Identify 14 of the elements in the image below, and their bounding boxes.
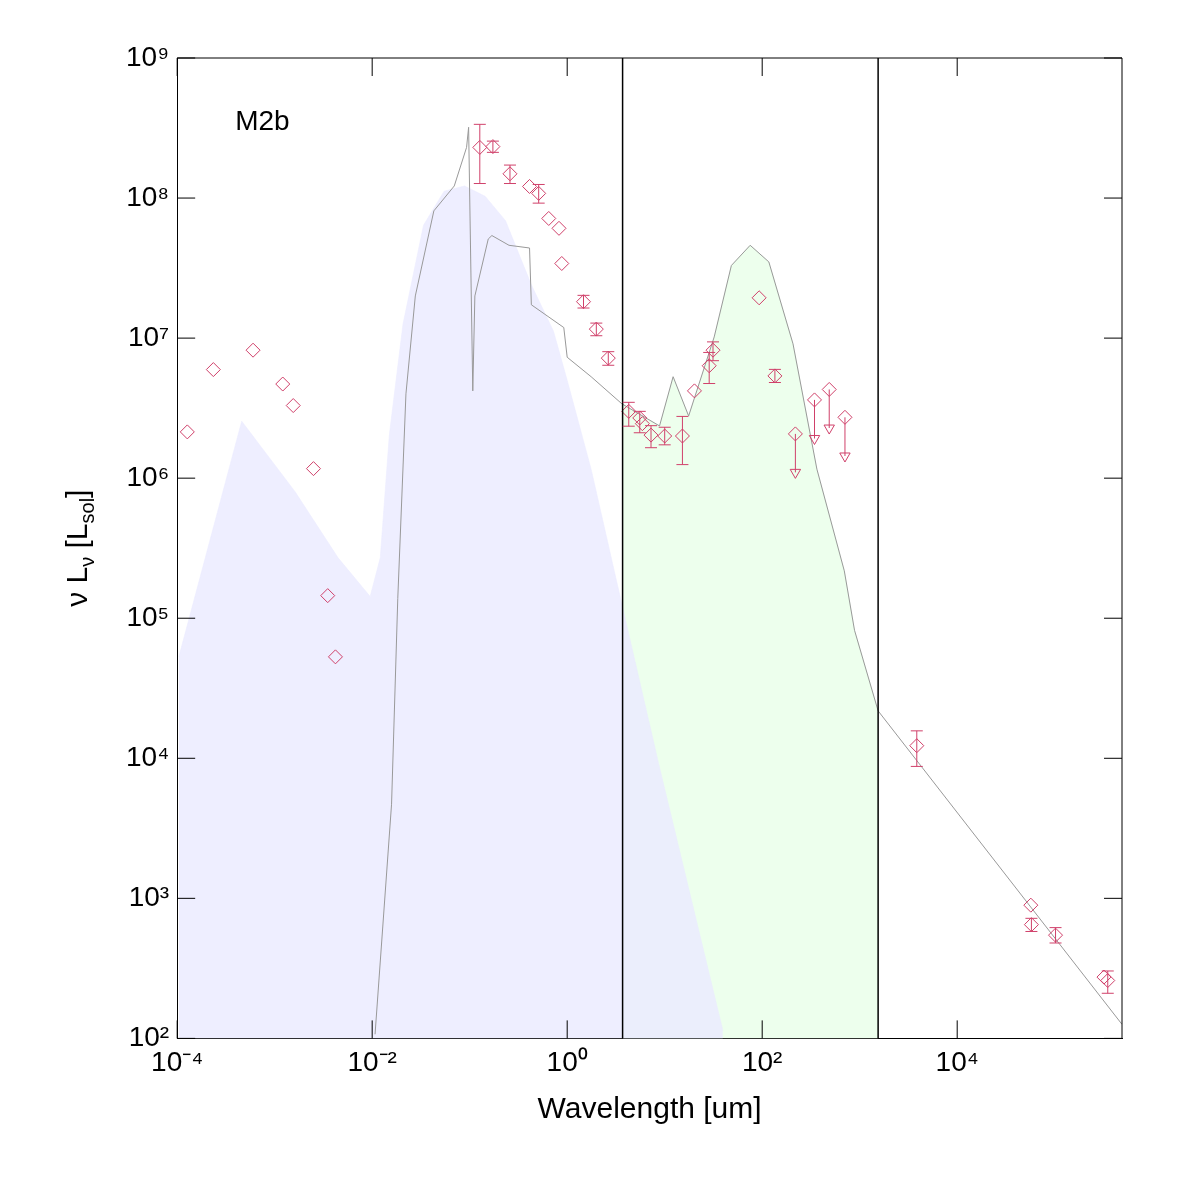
y-tick-label: 10⁷ [127, 320, 170, 352]
x-tick-label: 10⁴ [935, 1045, 979, 1077]
y-tick-label: 10⁸ [126, 180, 170, 212]
y-tick-label: 10⁶ [126, 460, 170, 492]
y-tick-label: 10⁴ [125, 741, 170, 772]
x-tick-label: 10² [741, 1045, 783, 1077]
x-tick-label: 10⁰ [546, 1045, 588, 1077]
y-tick-label: 10⁵ [126, 600, 170, 632]
y-tick-label: 10⁹ [126, 40, 170, 72]
annotation: M2b [235, 104, 290, 136]
y-tick-label: 10³ [128, 881, 170, 913]
x-tick-label: 10⁻² [347, 1045, 397, 1077]
x-axis-title: Wavelength [um] [537, 1091, 762, 1125]
y-axis-title: ν Lν [Lsol] [60, 489, 99, 607]
